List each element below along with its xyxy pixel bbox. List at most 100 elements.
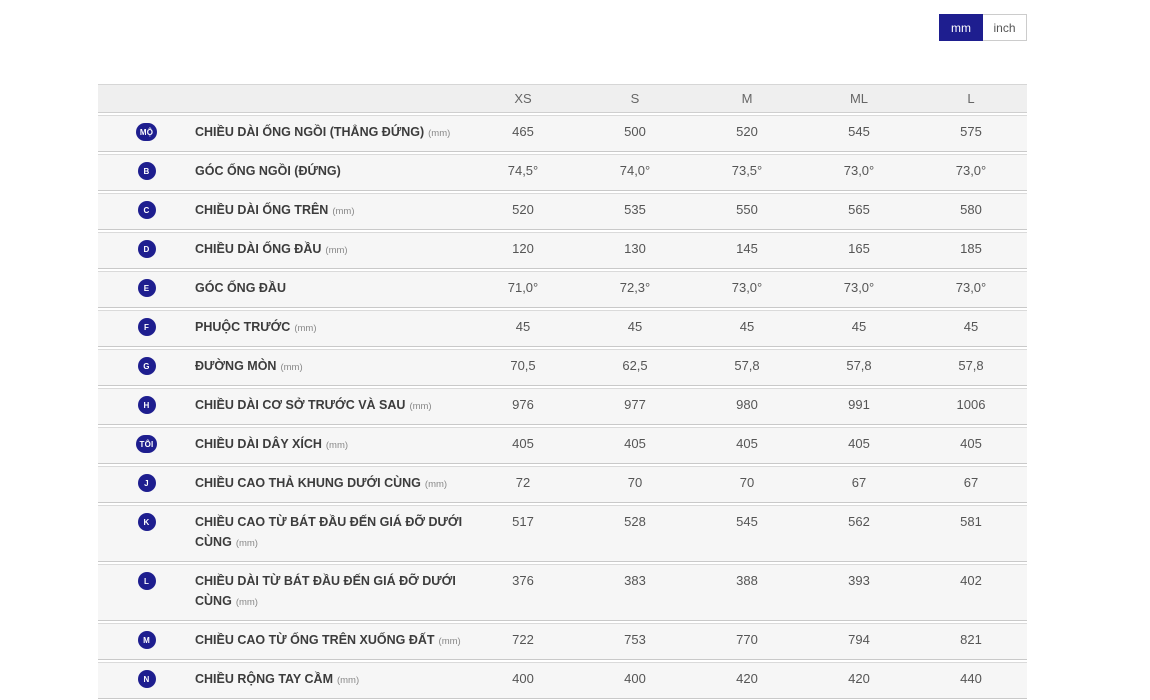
row-letter-badge: M <box>137 631 156 649</box>
row-label-text: CHIỀU CAO TỪ ỐNG TRÊN XUỐNG ĐẤT <box>195 633 435 647</box>
row-letter-badge: C <box>137 201 156 219</box>
value-l: 57,8 <box>958 358 984 373</box>
table-row: TÔI CHIỀU DÀI DÂY XÍCH (mm) 405 405 405 4… <box>98 427 1027 464</box>
value-s: 405 <box>624 436 646 451</box>
value-xs: 517 <box>512 514 534 529</box>
value-ml: 565 <box>848 202 870 217</box>
geometry-table-header: XS S M ML L <box>98 84 1027 113</box>
row-label-text: CHIỀU DÀI CƠ SỞ TRƯỚC VÀ SAU <box>195 398 406 412</box>
value-ml: 165 <box>848 241 870 256</box>
value-s: 130 <box>624 241 646 256</box>
row-values: 465 500 520 545 575 <box>467 122 1027 142</box>
table-row: J CHIỀU CAO THẢ KHUNG DƯỚI CÙNG (mm) 72 7… <box>98 466 1027 503</box>
value-m: 420 <box>736 671 758 686</box>
row-label: CHIỀU DÀI CƠ SỞ TRƯỚC VÀ SAU (mm) <box>195 395 467 417</box>
row-label: CHIỀU RỘNG TAY CẦM (mm) <box>195 669 467 691</box>
value-l: 581 <box>960 514 982 529</box>
value-xs: 722 <box>512 632 534 647</box>
row-unit: (mm) <box>294 323 317 334</box>
value-xs: 74,5° <box>507 163 539 178</box>
value-ml: 67 <box>851 475 867 490</box>
badge-cell: TÔI <box>98 434 195 453</box>
geometry-table-body: MỘ CHIỀU DÀI ỐNG NGỒI (THẲNG ĐỨNG) (mm) 4… <box>98 115 1027 700</box>
header-spacer <box>98 90 467 107</box>
row-letter-badge: K <box>137 513 156 531</box>
row-values: 45 45 45 45 45 <box>467 317 1027 337</box>
table-row: G ĐƯỜNG MÒN (mm) 70,5 62,5 57,8 57,8 57,8 <box>98 349 1027 386</box>
value-l: 405 <box>960 436 982 451</box>
value-ml: 991 <box>848 397 870 412</box>
row-unit: (mm) <box>409 401 432 412</box>
row-label: CHIỀU DÀI ỐNG NGỒI (THẲNG ĐỨNG) (mm) <box>195 122 467 144</box>
row-letter-badge: N <box>137 670 156 688</box>
table-row: H CHIỀU DÀI CƠ SỞ TRƯỚC VÀ SAU (mm) 976 9… <box>98 388 1027 425</box>
table-row: K CHIỀU CAO TỪ BÁT ĐẦU ĐẾN GIÁ ĐỠ DƯỚI C… <box>98 505 1027 562</box>
value-xs: 465 <box>512 124 534 139</box>
row-label-text: CHIỀU DÀI TỪ BÁT ĐẦU ĐẾN GIÁ ĐỠ DƯỚI CÙN… <box>195 574 456 608</box>
row-label-text: CHIỀU DÀI ỐNG ĐẦU <box>195 242 322 256</box>
row-label-text: CHIỀU DÀI ỐNG TRÊN <box>195 203 329 217</box>
badge-cell: MỘ <box>98 122 195 141</box>
row-label-text: PHUỘC TRƯỚC <box>195 320 291 334</box>
value-s: 528 <box>624 514 646 529</box>
value-xs: 45 <box>515 319 531 334</box>
value-ml: 420 <box>848 671 870 686</box>
value-l: 821 <box>960 632 982 647</box>
row-unit: (mm) <box>235 597 258 608</box>
row-letter-badge: MỘ <box>135 123 158 141</box>
value-m: 388 <box>736 573 758 588</box>
row-label-text: CHIỀU DÀI ỐNG NGỒI (THẲNG ĐỨNG) <box>195 125 425 139</box>
row-values: 517 528 545 562 581 <box>467 512 1027 532</box>
row-letter-badge: H <box>137 396 156 414</box>
value-ml: 545 <box>848 124 870 139</box>
row-label-text: GÓC ỐNG ĐẦU <box>195 281 286 295</box>
geometry-table: XS S M ML L MỘ CHIỀU DÀI ỐNG NGỒI (THẲNG… <box>98 84 1027 700</box>
value-xs: 71,0° <box>507 280 539 295</box>
row-unit: (mm) <box>336 675 360 686</box>
badge-cell: H <box>98 395 195 414</box>
value-s: 62,5 <box>622 358 648 373</box>
value-l: 45 <box>963 319 979 334</box>
row-letter-badge: F <box>137 318 156 336</box>
unit-mm-button[interactable]: mm <box>939 14 983 41</box>
row-letter-badge: L <box>137 572 156 590</box>
row-label-text: ĐƯỜNG MÒN <box>195 359 277 373</box>
value-xs: 376 <box>512 573 534 588</box>
value-s: 535 <box>624 202 646 217</box>
value-l: 1006 <box>956 397 986 412</box>
row-unit: (mm) <box>280 362 303 373</box>
row-letter-badge: D <box>137 240 156 258</box>
value-xs: 976 <box>512 397 534 412</box>
table-row: B GÓC ỐNG NGỒI (ĐỨNG) 74,5° 74,0° 73,5° … <box>98 154 1027 191</box>
row-label: CHIỀU CAO THẢ KHUNG DƯỚI CÙNG (mm) <box>195 473 467 495</box>
badge-cell: L <box>98 571 195 590</box>
badge-cell: B <box>98 161 195 180</box>
column-header-s: S <box>630 91 640 106</box>
column-header-l: L <box>967 91 975 106</box>
value-s: 72,3° <box>619 280 651 295</box>
row-values: 72 70 70 67 67 <box>467 473 1027 493</box>
row-unit: (mm) <box>424 479 448 490</box>
row-letter-badge: G <box>137 357 156 375</box>
row-values: 405 405 405 405 405 <box>467 434 1027 454</box>
value-m: 57,8 <box>734 358 760 373</box>
value-m: 73,0° <box>731 280 763 295</box>
row-values: 120 130 145 165 185 <box>467 239 1027 259</box>
column-header-m: M <box>741 91 753 106</box>
badge-cell: D <box>98 239 195 258</box>
row-values: 520 535 550 565 580 <box>467 200 1027 220</box>
row-label: CHIỀU DÀI TỪ BÁT ĐẦU ĐẾN GIÁ ĐỠ DƯỚI CÙN… <box>195 571 467 613</box>
value-m: 545 <box>736 514 758 529</box>
table-row: C CHIỀU DÀI ỐNG TRÊN (mm) 520 535 550 565… <box>98 193 1027 230</box>
table-row: D CHIỀU DÀI ỐNG ĐẦU (mm) 120 130 145 165 … <box>98 232 1027 269</box>
row-values: 400 400 420 420 440 <box>467 669 1027 689</box>
value-m: 73,5° <box>731 163 763 178</box>
value-s: 400 <box>624 671 646 686</box>
table-row: L CHIỀU DÀI TỪ BÁT ĐẦU ĐẾN GIÁ ĐỠ DƯỚI C… <box>98 564 1027 621</box>
value-s: 753 <box>624 632 646 647</box>
unit-inch-button[interactable]: inch <box>983 14 1027 41</box>
value-s: 70 <box>627 475 643 490</box>
row-label: CHIỀU CAO TỪ BÁT ĐẦU ĐẾN GIÁ ĐỠ DƯỚI CÙN… <box>195 512 467 554</box>
badge-cell: M <box>98 630 195 649</box>
table-row: N CHIỀU RỘNG TAY CẦM (mm) 400 400 420 420… <box>98 662 1027 699</box>
